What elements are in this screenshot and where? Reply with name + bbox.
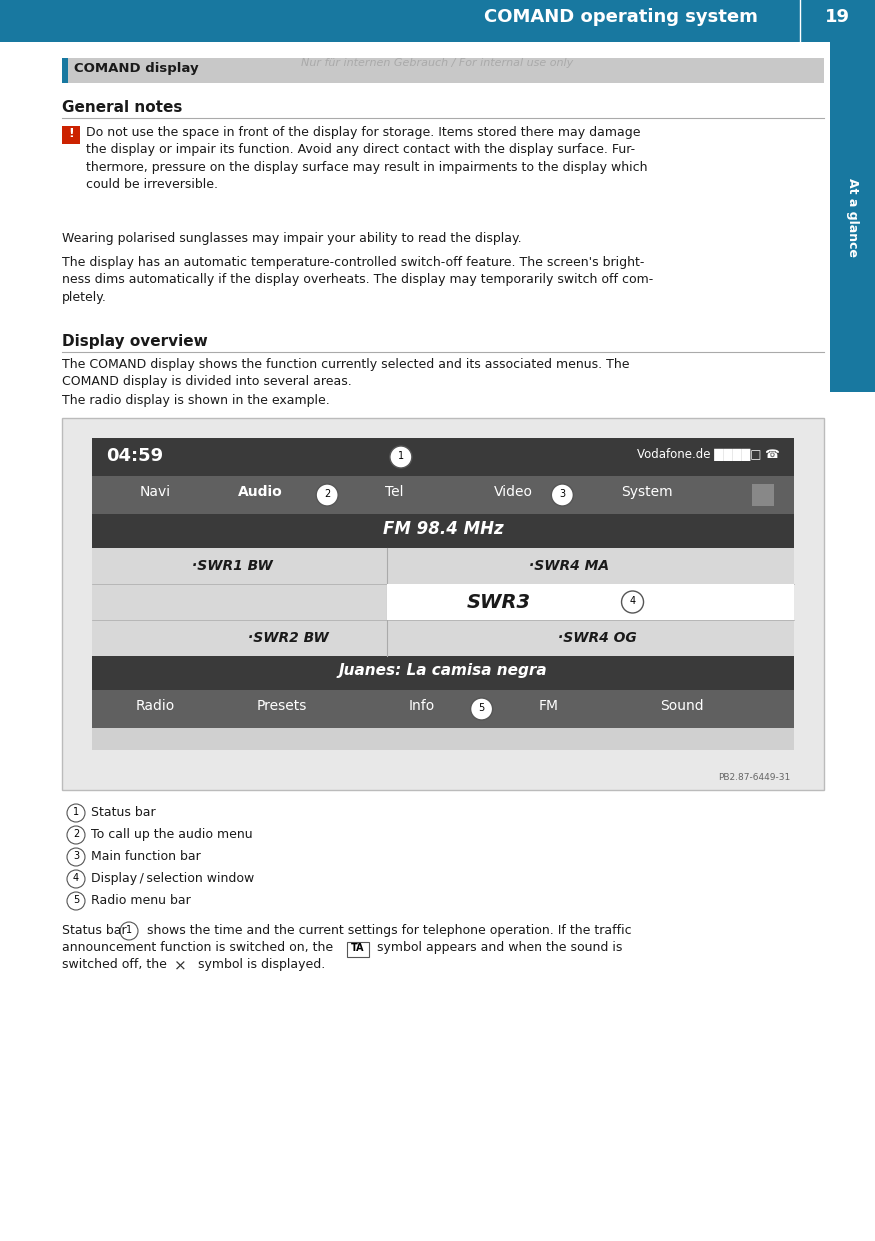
Text: Status bar: Status bar: [62, 925, 130, 937]
Bar: [387, 585, 794, 620]
Text: !: !: [68, 127, 74, 140]
Circle shape: [67, 848, 85, 866]
Text: Nur für internen Gebrauch / For internal use only: Nur für internen Gebrauch / For internal…: [301, 58, 574, 68]
Bar: [62, 58, 68, 83]
Text: 5: 5: [479, 702, 485, 714]
Text: Display overview: Display overview: [62, 334, 207, 349]
Circle shape: [551, 484, 573, 506]
Bar: [0, 0, 875, 42]
Text: Sound: Sound: [660, 699, 704, 714]
Text: 5: 5: [73, 895, 79, 905]
Text: ·SWR4 MA: ·SWR4 MA: [529, 558, 609, 573]
Text: The display has an automatic temperature-controlled switch-off feature. The scre: The display has an automatic temperature…: [62, 256, 654, 304]
Bar: [92, 438, 794, 750]
Bar: [347, 942, 369, 957]
Bar: [92, 690, 794, 728]
Text: Video: Video: [493, 485, 533, 499]
Text: Audio: Audio: [238, 485, 283, 499]
Text: 2: 2: [324, 489, 330, 499]
Text: General notes: General notes: [62, 101, 182, 115]
Circle shape: [67, 870, 85, 889]
Text: ·SWR4 OG: ·SWR4 OG: [558, 630, 637, 645]
Text: 3: 3: [559, 489, 565, 499]
Text: Status bar: Status bar: [91, 805, 156, 819]
Text: 4: 4: [73, 872, 79, 884]
Text: FM 98.4 MHz: FM 98.4 MHz: [382, 520, 503, 539]
Circle shape: [120, 922, 138, 939]
Text: To call up the audio menu: To call up the audio menu: [91, 828, 253, 841]
Text: 1: 1: [73, 807, 79, 817]
Text: 04:59: 04:59: [106, 447, 163, 465]
Text: 19: 19: [824, 7, 850, 26]
Text: Do not use the space in front of the display for storage. Items stored there may: Do not use the space in front of the dis…: [86, 127, 648, 191]
Bar: [62, 58, 824, 83]
Text: 1: 1: [398, 450, 404, 460]
Circle shape: [316, 484, 338, 506]
Bar: [752, 484, 774, 506]
Bar: [62, 418, 824, 791]
Text: 3: 3: [73, 851, 79, 861]
Text: Tel: Tel: [385, 485, 403, 499]
Text: SWR3: SWR3: [467, 593, 531, 612]
Text: 1: 1: [126, 925, 132, 934]
Bar: [92, 438, 794, 477]
Text: ·SWR2 BW: ·SWR2 BW: [248, 630, 329, 645]
Text: announcement function is switched on, the: announcement function is switched on, th…: [62, 941, 337, 954]
Text: Presets: Presets: [256, 699, 307, 714]
Text: Wearing polarised sunglasses may impair your ability to read the display.: Wearing polarised sunglasses may impair …: [62, 232, 522, 244]
Text: At a glance: At a glance: [846, 177, 859, 257]
Text: PB2.87-6449-31: PB2.87-6449-31: [718, 773, 790, 782]
Text: Vodafone.de ████□ ☎: Vodafone.de ████□ ☎: [637, 448, 780, 460]
Text: The radio display is shown in the example.: The radio display is shown in the exampl…: [62, 393, 330, 407]
Text: symbol is displayed.: symbol is displayed.: [190, 958, 326, 970]
Text: ·SWR1 BW: ·SWR1 BW: [192, 558, 273, 573]
Text: Juanes: La camisa negra: Juanes: La camisa negra: [339, 663, 548, 678]
Text: switched off, the: switched off, the: [62, 958, 175, 970]
Text: The COMAND display shows the function currently selected and its associated menu: The COMAND display shows the function cu…: [62, 357, 629, 388]
Circle shape: [390, 446, 412, 468]
Text: Navi: Navi: [140, 485, 171, 499]
Circle shape: [471, 697, 493, 720]
Bar: [92, 514, 794, 549]
Text: System: System: [620, 485, 672, 499]
Text: Main function bar: Main function bar: [91, 850, 200, 862]
Bar: [92, 477, 794, 514]
Bar: [92, 549, 794, 656]
Text: TA: TA: [351, 943, 365, 953]
Circle shape: [67, 892, 85, 910]
Text: ⨯: ⨯: [174, 958, 186, 973]
Circle shape: [67, 827, 85, 844]
Text: symbol appears and when the sound is: symbol appears and when the sound is: [373, 941, 622, 954]
Text: FM: FM: [538, 699, 558, 714]
Bar: [830, 42, 875, 392]
Circle shape: [67, 804, 85, 822]
Text: Radio: Radio: [136, 699, 175, 714]
Text: COMAND operating system: COMAND operating system: [484, 7, 758, 26]
Circle shape: [621, 591, 643, 613]
Text: 4: 4: [629, 596, 635, 606]
Text: COMAND display: COMAND display: [74, 62, 199, 74]
Text: 2: 2: [73, 829, 79, 839]
Text: shows the time and the current settings for telephone operation. If the traffic: shows the time and the current settings …: [143, 925, 632, 937]
Text: Display / selection window: Display / selection window: [91, 872, 255, 885]
Text: Info: Info: [409, 699, 435, 714]
Text: Radio menu bar: Radio menu bar: [91, 894, 191, 907]
Bar: [62, 127, 80, 144]
Bar: [92, 656, 794, 690]
